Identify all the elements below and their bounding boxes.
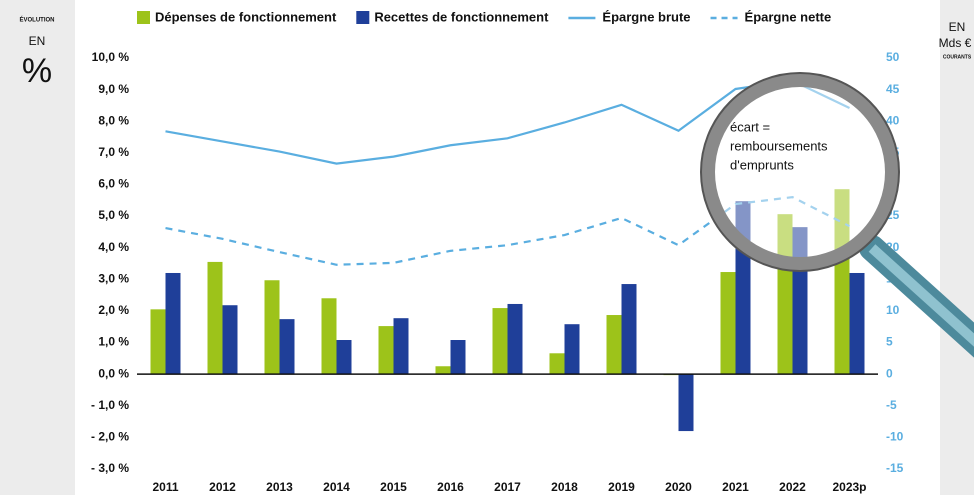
bar [606,315,622,375]
bar [165,272,181,375]
legend-swatch [137,11,150,24]
y-tick-label: 6,0 % [98,177,129,191]
bar [720,272,736,375]
x-tick-label: 2016 [437,480,464,494]
y-tick-label: 0,0 % [98,366,129,380]
x-tick-label: 2021 [722,480,749,494]
x-tick-label: 2011 [152,480,178,494]
x-tick-label: 2019 [608,480,635,494]
x-tick-label: 2017 [494,480,521,494]
bar [849,272,865,375]
y-tick-label: 3,0 % [98,271,129,285]
y2-tick-label: 10 [886,303,900,317]
y-tick-label: 9,0 % [98,82,129,96]
y-tick-label: - 3,0 % [91,461,129,475]
bar [777,214,793,375]
bar [507,303,523,375]
bar [678,374,694,432]
magnifier-handle-shine [868,244,974,347]
y-tick-label: 4,0 % [98,240,129,254]
y2-tick-label: 50 [886,50,900,64]
bar [264,280,280,375]
legend-label: Recettes de fonctionnement [374,9,549,24]
legend-label: Dépenses de fonctionnement [155,9,337,24]
left-panel [0,0,75,495]
annotation: d'emprunts [730,157,794,172]
x-tick-label: 2013 [266,480,293,494]
bar [321,298,337,375]
bar [378,326,394,375]
x-tick-label: 2023p [832,480,866,494]
right-panel [940,0,974,495]
bar [549,353,565,375]
y-tick-label: 2,0 % [98,303,129,317]
y-tick-label: 7,0 % [98,145,129,159]
y-tick-label: 10,0 % [92,50,130,64]
magnifier-lens [701,73,899,271]
x-tick-label: 2022 [779,480,806,494]
plot: 10,0 % 9,0 % 8,0 % 7,0 % 6,0 % 5,0 % 4,0 % 3,0 … [91,9,904,494]
bar [279,319,295,375]
x-tick-label: 2014 [323,480,350,494]
x-tick-label: 2012 [209,480,236,494]
annotation: écart = [730,119,770,134]
x-tick-label: 2020 [665,480,692,494]
line-dashed [165,195,850,266]
bar [393,318,409,375]
y-label-unit: % [22,52,52,90]
y2-tick-label: 5 [886,335,893,349]
y-tick-label: - 1,0 % [91,398,129,412]
y2-tick-label: 45 [886,82,900,96]
y-tick-label: 8,0 % [98,113,129,127]
bar [450,340,466,375]
x-tick-label: 2018 [551,480,578,494]
y2-tick-label: -5 [886,398,897,412]
y2-label-bottom: COURANTS [943,54,972,60]
magnifier-rim [700,72,900,272]
bar [150,309,166,375]
bar [336,340,352,375]
y-tick-label: 5,0 % [98,208,129,222]
bar [435,366,451,375]
bar [207,261,223,375]
annotation: remboursements [730,138,828,153]
bar [834,189,850,375]
legend-swatch [356,11,370,24]
bar [564,324,580,375]
legend-label: Épargne brute [602,9,690,24]
y2-tick-label: -10 [886,430,904,444]
bar [621,284,637,375]
y2-label-top: EN [949,20,966,34]
bar [492,308,508,375]
y2-label-mid: Mds € [939,36,972,50]
magnifier: écart = remboursements d'emprunts [700,72,974,358]
x-tick-label: 2015 [380,480,407,494]
y2-tick-label: -15 [886,461,904,475]
line [165,79,850,165]
legend-label: Épargne nette [745,9,832,24]
y-tick-label: 1,0 % [98,335,129,349]
y2-tick-label: 0 [886,366,893,380]
y-label-top: ÉVOLUTION [19,16,54,24]
y-label-mid: EN [29,34,46,48]
y2-tick-label: 40 [886,113,900,127]
y-tick-label: - 2,0 % [91,430,129,444]
bar [222,305,238,375]
